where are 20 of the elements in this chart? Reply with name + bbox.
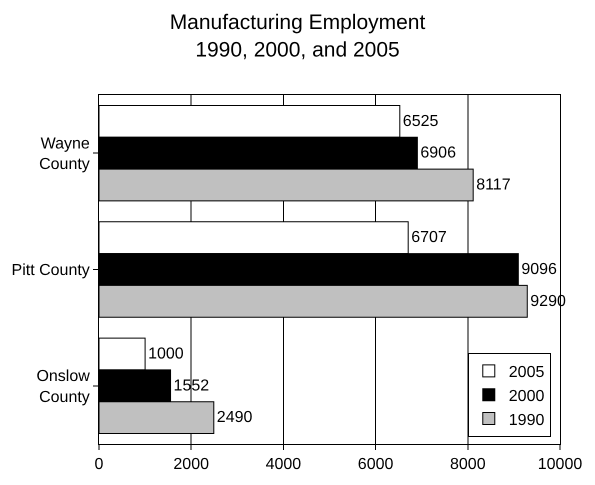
- x-tick-label: 2000: [173, 456, 210, 474]
- x-tick-label: 6000: [358, 456, 394, 474]
- data-label: 2490: [216, 409, 252, 426]
- x-tick-label: 4000: [266, 456, 302, 474]
- x-tick-label: 8000: [450, 456, 486, 474]
- data-label: 8117: [476, 176, 511, 194]
- x-tick-label: 10000: [538, 456, 582, 474]
- y-tick-label: Onslow County: [36, 368, 90, 406]
- data-label: 6906: [420, 144, 456, 162]
- data-label: 1000: [148, 346, 184, 363]
- data-label: 6707: [411, 229, 447, 246]
- data-label: 6525: [402, 112, 438, 130]
- y-tick-label: Pitt County: [12, 262, 90, 280]
- data-label: 9096: [521, 261, 558, 278]
- y-tick-label: Wayne County: [39, 135, 90, 174]
- legend-label: 1990: [508, 412, 544, 429]
- legend-label: 2005: [508, 364, 544, 382]
- legend-label: 2000: [508, 388, 544, 405]
- x-tick-label: 0: [94, 456, 104, 474]
- chart-title: Manufacturing Employment 1990, 2000, and 2005: [170, 11, 426, 62]
